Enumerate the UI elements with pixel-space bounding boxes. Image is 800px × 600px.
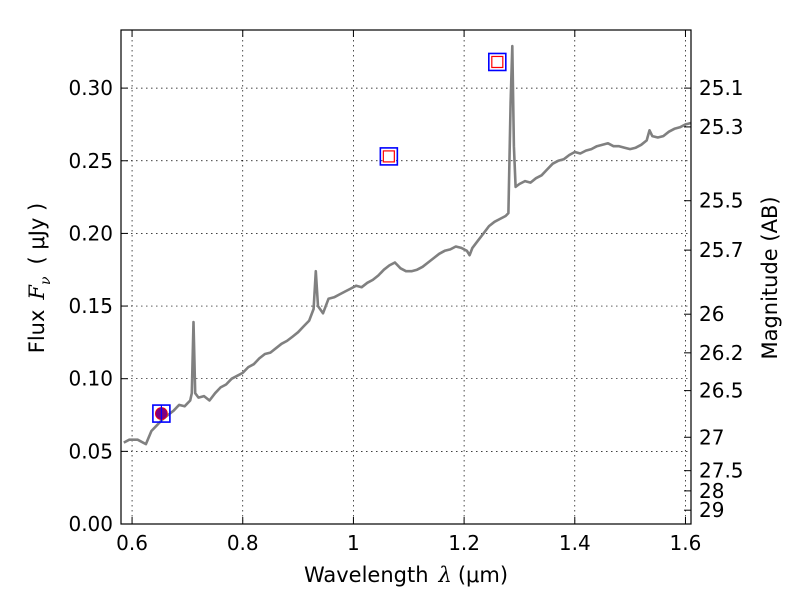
x-tick-label: 1 [347,531,360,555]
y-tick-label: 0.30 [68,76,113,100]
x-tick-label: 0.8 [227,531,259,555]
grid-lines [121,30,691,525]
photometry-outer-box [488,52,507,72]
axis-ticks [121,30,691,525]
y2-tick-label: 26.5 [699,379,744,403]
tick-labels: 0.6 0.8 1 1.2 1.4 1.6 0.00 0.05 0.10 0.15 0.20 0.25… [68,76,743,555]
photometry-inner-box [491,55,504,69]
plot-frame [120,29,692,525]
x-axis-title: Wavelength λ (μm) [304,563,508,587]
photometry-point [488,52,507,72]
y-tick-label: 0.00 [68,512,113,536]
y-tick-label: 0.20 [68,221,113,245]
y2-tick-label: 25.5 [699,189,744,213]
y2-tick-label: 25.7 [699,238,744,262]
series-layer [123,44,692,446]
y2-tick-label: 25.3 [699,115,744,139]
x-tick-label: 1.6 [670,531,702,555]
spectrum-line [123,44,692,446]
photometry-inner-box [382,150,395,163]
y-tick-label: 0.05 [68,439,113,463]
photometry-markers [152,52,507,423]
y2-tick-label: 27.5 [699,459,744,483]
y2-tick-label: 25.1 [699,76,744,100]
photometry-outer-box [379,147,399,166]
photometry-point [152,404,171,423]
y2-tick-label: 29 [699,498,724,522]
y-tick-label: 0.15 [68,294,113,318]
y2-tick-label: 27 [699,425,724,449]
y-axis-title: FluxFν( μJy ) [25,203,54,353]
photometry-point [379,147,399,166]
y2-tick-label: 28 [699,479,724,503]
y2-tick-label: 26 [699,302,724,326]
y-tick-label: 0.25 [68,149,113,173]
x-tick-label: 1.4 [559,531,591,555]
y2-axis-title: Magnitude (AB) [758,196,782,359]
y-tick-label: 0.10 [68,367,113,391]
y2-tick-label: 26.2 [699,341,744,365]
x-tick-label: 0.6 [116,531,148,555]
x-tick-label: 1.2 [448,531,480,555]
